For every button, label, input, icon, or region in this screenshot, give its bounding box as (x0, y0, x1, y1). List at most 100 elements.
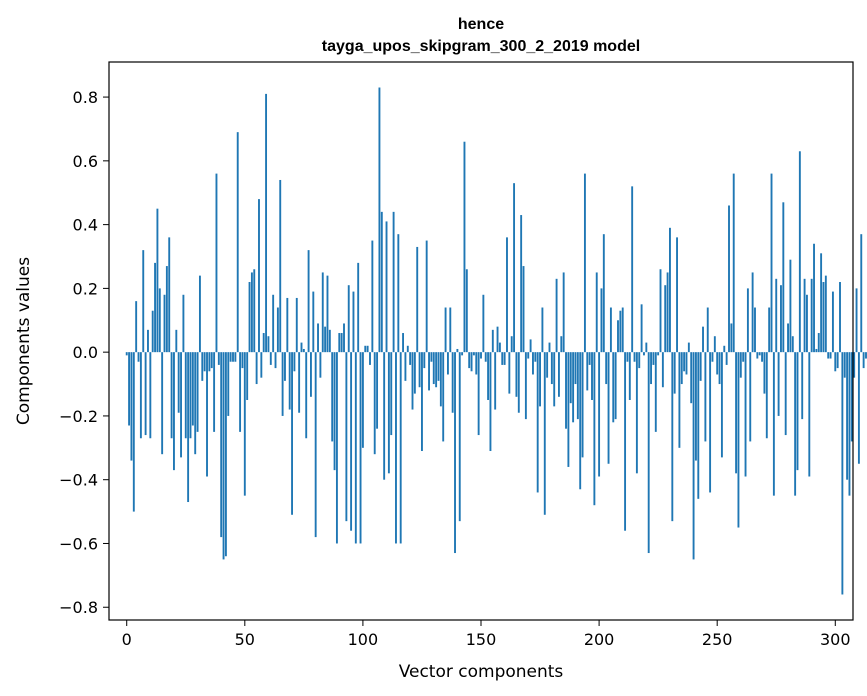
bar-305 (846, 352, 849, 480)
bar-61 (269, 352, 272, 365)
bar-269 (761, 352, 764, 362)
bar-199 (595, 272, 598, 353)
bar-205 (609, 307, 612, 353)
bar-150 (480, 352, 482, 359)
bar-165 (515, 352, 518, 397)
bar-251 (718, 352, 721, 385)
bar-48 (239, 352, 242, 432)
bar-43 (227, 352, 230, 416)
bar-115 (397, 234, 400, 353)
bar-182 (555, 278, 558, 353)
bar-196 (588, 352, 591, 365)
bar-143 (463, 141, 466, 353)
bar-0 (125, 352, 128, 356)
bar-66 (281, 352, 284, 416)
bar-145 (468, 352, 471, 369)
bar-276 (777, 352, 780, 416)
bar-16 (163, 294, 166, 353)
bar-119 (406, 345, 409, 353)
y-tick-label: 0.6 (73, 152, 98, 171)
bar-290 (810, 278, 813, 353)
bar-275 (775, 278, 778, 353)
bar-191 (576, 352, 579, 420)
bar-202 (602, 234, 605, 353)
bar-125 (421, 352, 423, 452)
bar-130 (432, 352, 435, 385)
bar-239 (690, 352, 693, 404)
bar-46 (234, 352, 237, 362)
bar-31 (198, 275, 201, 353)
bar-103 (369, 352, 371, 365)
bar-11 (151, 310, 154, 353)
bar-194 (583, 173, 586, 353)
bar-3 (132, 352, 135, 512)
bar-259 (737, 352, 740, 528)
bar-224 (654, 352, 657, 432)
bar-179 (548, 342, 551, 353)
bar-234 (678, 352, 681, 448)
bar-298 (829, 352, 832, 359)
bar-167 (520, 215, 523, 353)
bar-18 (168, 237, 171, 353)
x-tick-label: 300 (820, 630, 851, 649)
bar-241 (694, 352, 697, 461)
bar-214 (631, 186, 634, 353)
bar-207 (614, 352, 617, 420)
bar-53 (250, 272, 253, 353)
bar-311 (860, 234, 863, 353)
bar-139 (454, 352, 456, 554)
bar-106 (376, 352, 379, 429)
bar-256 (730, 323, 733, 353)
y-tick-label: 0.4 (73, 216, 98, 235)
bar-128 (428, 352, 430, 391)
bar-163 (510, 336, 513, 353)
bar-100 (361, 352, 364, 448)
bar-20 (173, 352, 175, 471)
bar-88 (333, 352, 336, 471)
bar-62 (272, 294, 275, 353)
y-axis: −0.8 −0.6 −0.4 −0.2 0.0 0.2 0.4 0.6 0.8 (59, 88, 109, 617)
bar-177 (543, 352, 546, 515)
bar-282 (791, 336, 794, 353)
bar-233 (676, 237, 678, 353)
x-axis: 0 50 100 150 200 250 300 (122, 620, 851, 649)
bar-107 (378, 87, 381, 353)
bar-124 (418, 352, 421, 388)
bar-171 (529, 339, 532, 353)
bar-79 (312, 291, 315, 353)
bar-304 (843, 352, 846, 378)
bar-89 (335, 352, 338, 544)
bar-141 (458, 352, 461, 522)
bar-197 (591, 352, 593, 400)
bar-105 (373, 352, 376, 455)
y-axis-label: Components values (14, 257, 34, 425)
bar-220 (645, 342, 648, 353)
bar-81 (317, 323, 319, 353)
y-tick-label: −0.8 (59, 598, 98, 617)
bar-302 (839, 282, 841, 353)
bar-58 (262, 333, 265, 353)
bar-37 (213, 352, 216, 432)
bar-137 (449, 307, 452, 353)
bar-44 (229, 352, 232, 362)
y-tick-label: −0.6 (59, 534, 98, 553)
bar-12 (154, 262, 156, 353)
bar-288 (806, 294, 808, 353)
bar-203 (605, 352, 608, 385)
bar-72 (295, 297, 298, 353)
bar-245 (704, 352, 707, 442)
bar-261 (742, 352, 745, 362)
bar-222 (650, 352, 652, 385)
bar-280 (787, 323, 789, 353)
bar-158 (498, 342, 501, 353)
x-tick-label: 50 (235, 630, 255, 649)
bar-101 (364, 345, 367, 353)
bar-226 (659, 269, 662, 353)
bar-267 (756, 352, 759, 359)
bar-95 (350, 352, 353, 531)
y-tick-label: −0.4 (59, 471, 98, 490)
bar-303 (841, 352, 844, 595)
bar-132 (437, 352, 440, 381)
bar-309 (855, 288, 858, 353)
bar-112 (390, 352, 393, 436)
